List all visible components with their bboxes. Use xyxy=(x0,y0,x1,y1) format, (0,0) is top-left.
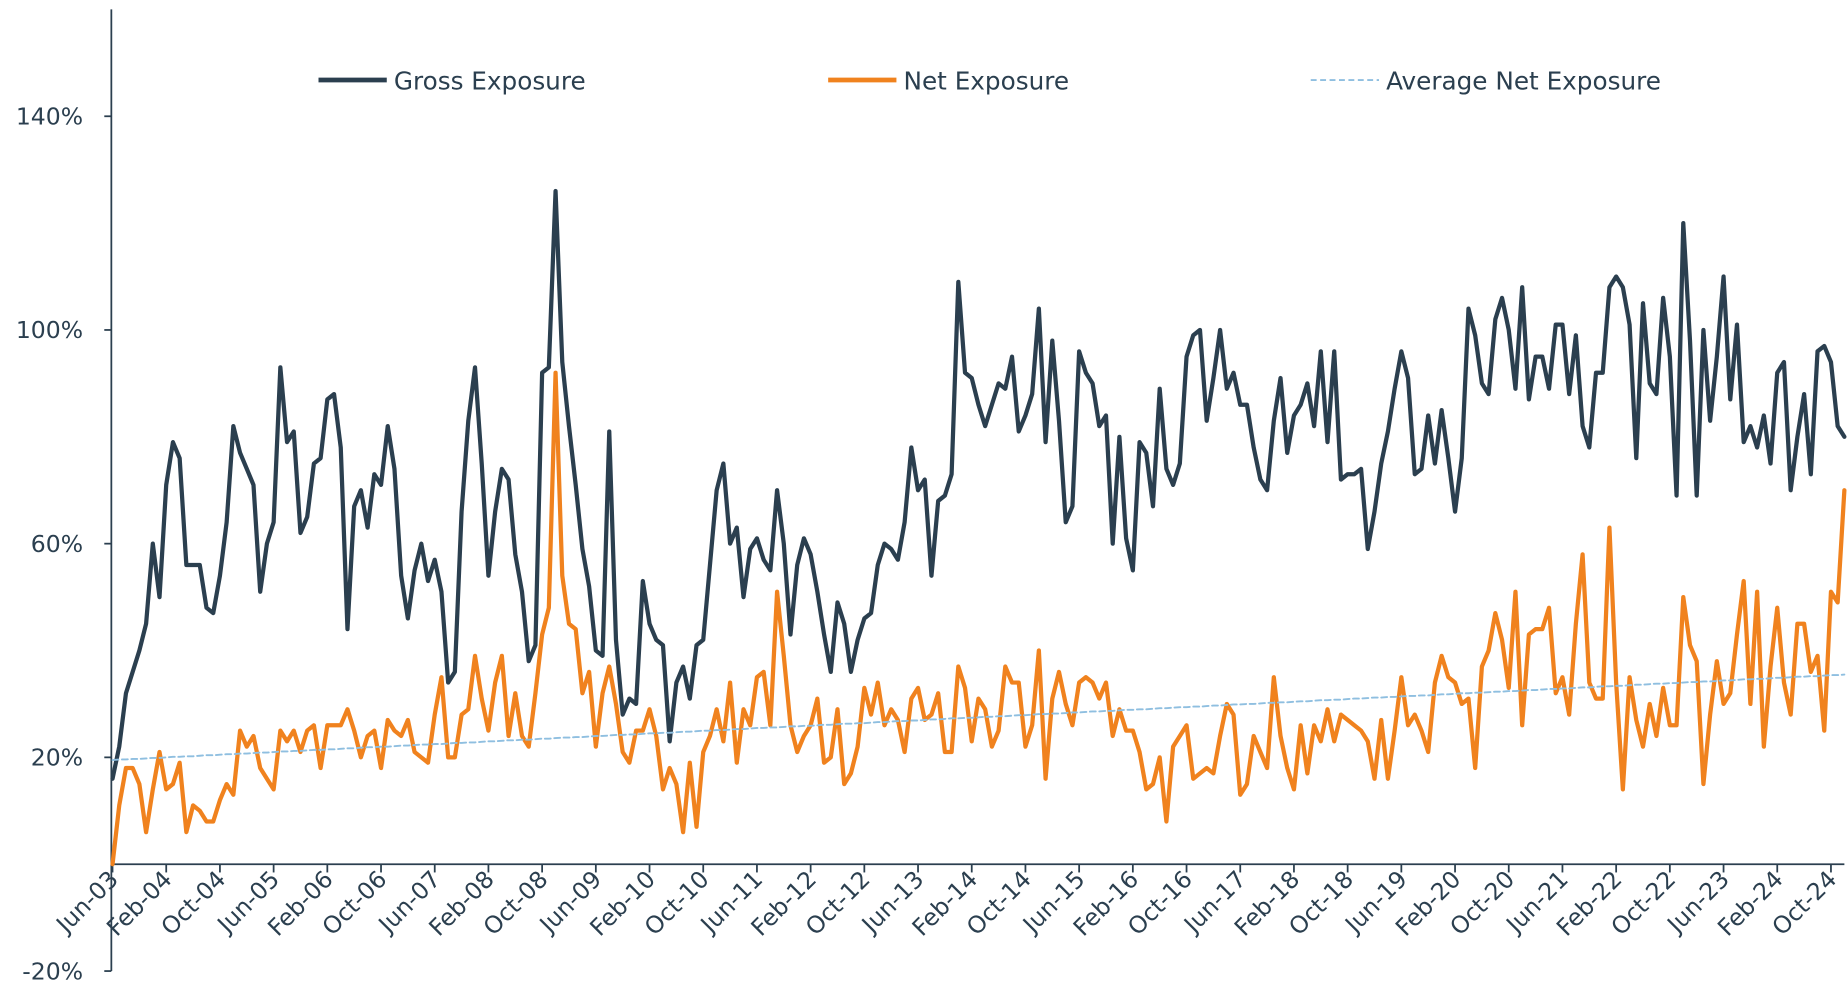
legend-label: Net Exposure xyxy=(903,66,1069,95)
y-tick-label: -20% xyxy=(22,957,83,984)
series-line xyxy=(111,673,1846,761)
legend-label: Average Net Exposure xyxy=(1386,66,1661,95)
series-line xyxy=(110,188,1847,781)
legend-label: Gross Exposure xyxy=(394,66,586,95)
y-tick-label: 20% xyxy=(31,744,83,772)
y-tick-label: 60% xyxy=(31,530,83,558)
y-tick-label: 140% xyxy=(16,103,83,131)
series-line xyxy=(110,370,1847,867)
y-tick-label: 100% xyxy=(16,316,83,344)
